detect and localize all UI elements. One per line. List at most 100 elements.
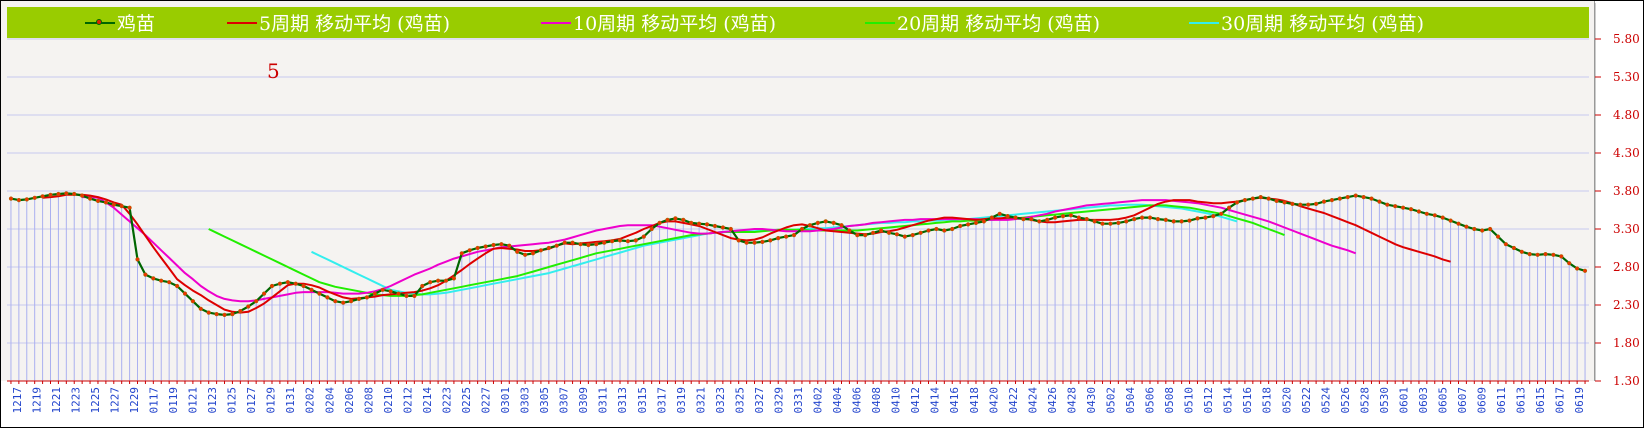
data-point bbox=[475, 245, 480, 251]
data-point bbox=[1274, 198, 1279, 203]
y-tick-label: 4.30 bbox=[1613, 146, 1640, 160]
data-point bbox=[1432, 213, 1437, 218]
legend-marker-icon bbox=[96, 18, 102, 25]
x-tick-label: 0408 bbox=[870, 387, 883, 414]
x-tick-label: 0502 bbox=[1105, 387, 1118, 414]
data-point bbox=[1551, 252, 1556, 257]
legend-swatch bbox=[1189, 21, 1219, 24]
series-line-ma30 bbox=[311, 203, 1238, 296]
x-tick-label: 0227 bbox=[480, 387, 493, 414]
data-point bbox=[214, 312, 219, 317]
data-point bbox=[16, 198, 22, 203]
data-point bbox=[95, 198, 101, 203]
y-tick-label: 5.80 bbox=[1613, 32, 1640, 46]
data-point bbox=[380, 287, 385, 292]
legend-swatch bbox=[227, 21, 257, 24]
data-point bbox=[1187, 218, 1192, 223]
data-point bbox=[886, 230, 892, 235]
x-tick-label: 0214 bbox=[421, 387, 434, 414]
x-tick-label: 0307 bbox=[558, 387, 571, 414]
data-point bbox=[783, 234, 789, 239]
data-point bbox=[309, 287, 314, 292]
data-point bbox=[285, 280, 290, 285]
legend-label: 20周期 移动平均 (鸡苗) bbox=[897, 13, 1101, 35]
data-point bbox=[1195, 216, 1200, 221]
data-point bbox=[159, 278, 164, 283]
data-point bbox=[254, 299, 259, 304]
data-point bbox=[1084, 217, 1089, 222]
data-point bbox=[799, 226, 805, 232]
data-point bbox=[293, 281, 298, 286]
data-point bbox=[768, 238, 773, 243]
data-point bbox=[459, 251, 464, 256]
data-point bbox=[483, 244, 488, 249]
data-point bbox=[1385, 202, 1390, 207]
data-point bbox=[1139, 215, 1145, 220]
data-point bbox=[776, 236, 781, 241]
data-point bbox=[958, 223, 963, 229]
data-point bbox=[1495, 234, 1501, 239]
data-point bbox=[831, 220, 836, 225]
data-point bbox=[230, 312, 235, 317]
data-point bbox=[1100, 221, 1105, 226]
data-point bbox=[1519, 249, 1524, 254]
data-point bbox=[1306, 202, 1311, 207]
data-point bbox=[673, 216, 678, 221]
x-tick-label: 0121 bbox=[187, 387, 200, 414]
data-point bbox=[744, 240, 749, 245]
x-tick-label: 0412 bbox=[909, 387, 922, 414]
data-point bbox=[1258, 195, 1263, 200]
data-point bbox=[1472, 226, 1477, 232]
data-point bbox=[704, 222, 710, 227]
x-tick-label: 0420 bbox=[987, 387, 1000, 414]
y-tick-label: 2.30 bbox=[1613, 298, 1640, 312]
x-tick-label: 0430 bbox=[1085, 387, 1098, 414]
data-point bbox=[206, 310, 211, 315]
data-point bbox=[973, 220, 979, 225]
data-point bbox=[119, 204, 124, 209]
data-point bbox=[428, 280, 433, 285]
data-point bbox=[1116, 220, 1121, 225]
x-tick-label: 0305 bbox=[538, 387, 551, 414]
data-point bbox=[760, 239, 765, 244]
data-point bbox=[103, 200, 108, 205]
data-point bbox=[32, 195, 37, 200]
x-tick-label: 0526 bbox=[1339, 387, 1352, 414]
x-tick-label: 0522 bbox=[1300, 387, 1313, 414]
x-tick-label: 1227 bbox=[108, 387, 121, 414]
x-tick-label: 0426 bbox=[1046, 387, 1059, 414]
data-point bbox=[420, 283, 425, 289]
x-tick-label: 0424 bbox=[1026, 387, 1039, 414]
data-point bbox=[1448, 218, 1453, 223]
x-tick-label: 0508 bbox=[1163, 387, 1176, 414]
data-point bbox=[1108, 221, 1113, 226]
x-tick-label: 0414 bbox=[929, 387, 942, 414]
data-point bbox=[918, 230, 923, 235]
chart-annotation: 5 bbox=[267, 59, 280, 83]
data-point bbox=[1440, 215, 1445, 220]
data-point bbox=[728, 226, 733, 232]
data-point bbox=[665, 217, 670, 222]
data-point bbox=[981, 219, 987, 224]
legend-label: 鸡苗 bbox=[117, 13, 156, 35]
x-tick-label: 0416 bbox=[948, 387, 961, 414]
y-tick-label: 1.30 bbox=[1613, 374, 1640, 388]
data-point bbox=[262, 291, 267, 296]
data-point bbox=[681, 217, 686, 222]
data-point bbox=[1179, 219, 1184, 224]
data-point bbox=[222, 312, 227, 318]
x-tick-label: 0611 bbox=[1495, 387, 1508, 414]
data-point bbox=[1068, 213, 1073, 218]
data-point bbox=[894, 232, 900, 237]
x-tick-label: 0615 bbox=[1534, 387, 1547, 414]
data-point bbox=[712, 223, 718, 229]
x-tick-label: 0510 bbox=[1183, 387, 1196, 414]
data-point bbox=[356, 296, 362, 302]
data-point bbox=[1456, 221, 1461, 226]
data-point bbox=[238, 309, 243, 314]
data-point bbox=[443, 278, 449, 283]
y-tick-label: 5.30 bbox=[1613, 70, 1640, 84]
data-point bbox=[135, 257, 140, 262]
